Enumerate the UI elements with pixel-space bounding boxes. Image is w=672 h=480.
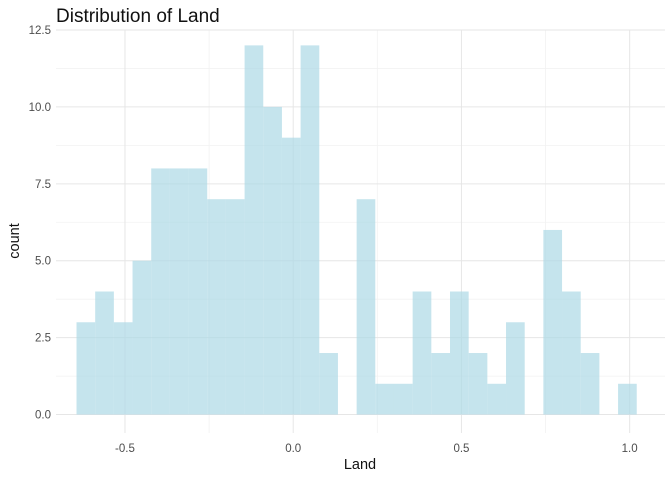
histogram-bar <box>375 383 394 415</box>
y-tick-label: 10.0 <box>29 102 51 114</box>
histogram-bar <box>580 353 600 415</box>
histogram-bar <box>449 291 469 415</box>
histogram-bar <box>95 291 114 415</box>
histogram-bar <box>356 199 376 415</box>
histogram-bar <box>618 383 637 415</box>
histogram-bar <box>281 137 301 415</box>
histogram-bar <box>244 45 264 415</box>
histogram-bar <box>300 45 320 415</box>
chart-title: Distribution of Land <box>56 6 220 27</box>
histogram-bar <box>562 291 581 415</box>
plot-area <box>56 29 665 433</box>
histogram-bar <box>132 260 152 415</box>
x-axis-tick-labels: -0.5 0.0 0.5 1.0 <box>115 443 638 455</box>
y-tick-label: 7.5 <box>35 179 51 191</box>
histogram-bar <box>151 168 170 415</box>
histogram-bar <box>543 229 563 415</box>
histogram-bars <box>76 45 637 415</box>
y-axis-title: count <box>7 223 23 258</box>
histogram-bar <box>113 322 133 415</box>
histogram-bar <box>431 353 450 415</box>
histogram-bar <box>393 383 413 415</box>
histogram-bar <box>225 199 245 415</box>
histogram-bar <box>188 168 208 415</box>
y-tick-label: 2.5 <box>35 333 51 345</box>
x-tick-label: -0.5 <box>115 443 135 455</box>
x-tick-label: 0.5 <box>453 443 469 455</box>
y-tick-label: 12.5 <box>29 25 51 37</box>
histogram-bar <box>412 291 432 415</box>
histogram-bar <box>487 383 507 415</box>
x-tick-label: 1.0 <box>622 443 638 455</box>
y-tick-label: 0.0 <box>35 410 51 422</box>
x-tick-label: 0.0 <box>285 443 301 455</box>
histogram-bar <box>207 199 226 415</box>
y-tick-label: 5.0 <box>35 256 51 268</box>
histogram-bar <box>76 322 96 415</box>
histogram-bar <box>263 106 282 415</box>
histogram-bar <box>506 322 525 415</box>
x-axis-title: Land <box>344 457 376 473</box>
histogram-bar <box>468 353 488 415</box>
y-axis-tick-labels: 0.0 2.5 5.0 7.5 10.0 12.5 <box>29 25 51 422</box>
histogram-bar <box>169 168 189 415</box>
histogram-bar <box>319 353 338 415</box>
